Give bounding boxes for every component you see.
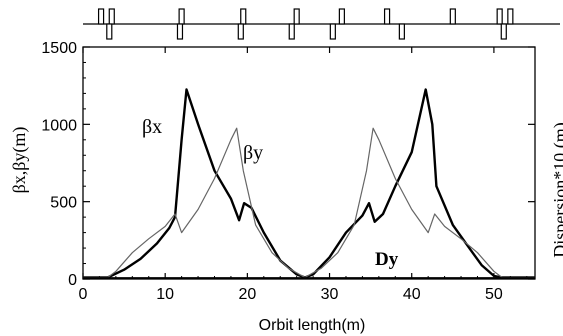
magnet-defocusing — [500, 23, 507, 40]
magnet-focusing — [449, 8, 456, 25]
magnet-focusing — [108, 8, 115, 25]
series-line-1 — [83, 127, 535, 279]
magnet-focusing — [507, 8, 514, 25]
x-tick-label: 20 — [238, 286, 256, 303]
series-layer — [83, 88, 535, 280]
x-axis-ticks: 0 10 20 30 40 50 — [79, 47, 528, 303]
magnet-focusing — [383, 8, 391, 25]
magnet-defocusing — [176, 23, 184, 40]
magnet-focusing — [97, 8, 105, 25]
x-tick-label: 0 — [79, 286, 88, 303]
legend-label-betax: βx — [142, 116, 162, 138]
magnet-focusing — [338, 8, 345, 25]
legend-label-betay: βy — [243, 142, 263, 164]
upper-magnets — [97, 8, 514, 25]
magnet-focusing — [240, 8, 247, 25]
magnet-defocusing — [237, 23, 244, 40]
y-axis-ticks: 0 500 1000 1500 — [41, 40, 535, 289]
magnet-focusing — [178, 8, 185, 25]
x-tick-label: 30 — [321, 286, 339, 303]
x-tick-label: 40 — [403, 286, 421, 303]
y-tick-label: 1000 — [41, 117, 77, 134]
y-tick-label: 1500 — [41, 40, 77, 57]
lower-magnets — [106, 23, 507, 40]
magnet-focusing — [496, 8, 503, 25]
x-axis-label: Orbit length(m) — [259, 317, 366, 334]
legend-label-dy: Dy — [375, 249, 399, 270]
y-tick-label: 0 — [68, 272, 77, 289]
y-tick-label: 500 — [50, 195, 77, 212]
y-axis-label: βx,βy(m) — [9, 127, 30, 194]
magnet-defocusing — [288, 23, 295, 40]
magnet-focusing — [293, 8, 300, 25]
magnet-defocusing — [106, 23, 113, 40]
magnet-defocusing — [329, 23, 336, 40]
magnet-defocusing — [398, 23, 405, 40]
x-tick-label: 50 — [485, 286, 503, 303]
magnet-lattice — [83, 8, 560, 40]
x-tick-label: 10 — [156, 286, 174, 303]
right-axis-label: Dispersion*10 (m) — [550, 122, 563, 257]
